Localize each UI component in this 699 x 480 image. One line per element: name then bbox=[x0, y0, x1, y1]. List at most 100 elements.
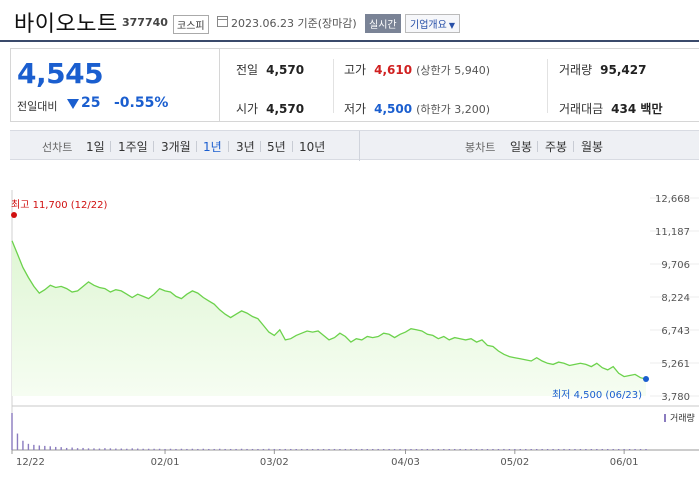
volume-bar bbox=[481, 449, 483, 450]
volume-bar bbox=[82, 447, 84, 450]
price-chart[interactable]: 12,668 11,187 9,706 8,224 6,743 5,261 3,780 최고… bbox=[0, 180, 699, 480]
volume-bar bbox=[268, 448, 270, 450]
period-1w[interactable]: 1주일 bbox=[118, 140, 148, 154]
volume-bar bbox=[44, 445, 46, 450]
period-3m[interactable]: 3개월 bbox=[161, 140, 191, 154]
stat-value: 434 백만 bbox=[611, 102, 663, 116]
volume-bar bbox=[33, 444, 35, 450]
volume-bar bbox=[393, 449, 396, 450]
low-marker bbox=[643, 375, 649, 382]
stat-label: 전일 bbox=[236, 63, 259, 77]
volume-bar bbox=[126, 448, 128, 450]
volume-bar bbox=[443, 449, 445, 450]
period-1y[interactable]: 1년 bbox=[203, 140, 222, 154]
volume-bar bbox=[557, 449, 560, 450]
volume-bar bbox=[191, 448, 194, 450]
volume-bar bbox=[273, 448, 276, 450]
volume-bar bbox=[579, 449, 582, 450]
volume-bar bbox=[279, 449, 281, 450]
volume-bar bbox=[93, 448, 95, 450]
stat-sub: (하한가 3,200) bbox=[416, 103, 490, 116]
period-3y[interactable]: 3년 bbox=[236, 140, 255, 154]
stat-value: 95,427 bbox=[600, 63, 647, 77]
volume-bar bbox=[541, 449, 543, 450]
divider bbox=[333, 59, 334, 113]
volume-bar bbox=[372, 449, 374, 450]
y-tick-label: 9,706 bbox=[661, 260, 690, 271]
period-selector: 선차트 1일 1주일 3개월 1년 3년 5년 10년 봉차트 일봉 주봉 월봉 bbox=[10, 130, 699, 161]
x-tick-label: 02/01 bbox=[151, 457, 180, 468]
volume-bar bbox=[639, 449, 642, 450]
company-overview-button[interactable]: 기업개요 ▼ bbox=[405, 14, 460, 33]
volume-bar bbox=[180, 448, 183, 450]
period-10y[interactable]: 10년 bbox=[299, 140, 326, 154]
calendar-icon bbox=[217, 16, 228, 27]
volume-bar bbox=[470, 449, 472, 450]
volume-bar bbox=[497, 449, 500, 450]
volume-bar bbox=[22, 440, 24, 450]
volume-bar bbox=[590, 449, 593, 450]
volume-bar bbox=[300, 448, 303, 450]
separator bbox=[573, 141, 574, 152]
volume-bar bbox=[142, 448, 144, 450]
period-1d[interactable]: 1일 bbox=[86, 140, 105, 154]
volume-bar bbox=[240, 448, 243, 450]
y-axis: 12,668 11,187 9,706 8,224 6,743 5,261 3,780 bbox=[650, 194, 699, 403]
stat-value: 4,610 bbox=[374, 63, 413, 77]
y-tick-label: 3,780 bbox=[661, 392, 690, 403]
volume-bar bbox=[65, 447, 68, 450]
candle-monthly[interactable]: 월봉 bbox=[581, 140, 604, 154]
volume-bar bbox=[251, 448, 254, 450]
volume-bar bbox=[311, 449, 314, 450]
volume-bar bbox=[607, 449, 609, 450]
y-tick-label: 12,668 bbox=[655, 194, 690, 205]
volume-bar bbox=[628, 449, 631, 450]
volume-bar bbox=[322, 449, 325, 450]
stat-value: 4,570 bbox=[266, 63, 305, 77]
volume-bar bbox=[344, 448, 347, 450]
price-line bbox=[11, 240, 647, 380]
volume-bar bbox=[339, 449, 341, 450]
x-tick-label: 04/03 bbox=[391, 457, 420, 468]
stat-label: 고가 bbox=[344, 63, 367, 77]
stat-label: 저가 bbox=[344, 102, 367, 116]
price-area bbox=[12, 240, 646, 396]
change-amount: 25 bbox=[81, 95, 101, 111]
volume-bar bbox=[355, 449, 358, 450]
candle-daily[interactable]: 일봉 bbox=[510, 140, 533, 154]
volume-bar bbox=[76, 448, 79, 450]
divider bbox=[547, 59, 548, 113]
candle-weekly[interactable]: 주봉 bbox=[545, 140, 568, 154]
stat-volume: 거래량 95,427 bbox=[559, 61, 646, 78]
chart-markers bbox=[11, 212, 649, 382]
high-label: 최고 11,700 (12/22) bbox=[11, 199, 107, 211]
volume-bar bbox=[186, 448, 188, 450]
period-5y[interactable]: 5년 bbox=[267, 140, 286, 154]
y-tick-label: 6,743 bbox=[661, 326, 690, 337]
volume-bar bbox=[645, 449, 647, 450]
volume-bar bbox=[71, 447, 73, 450]
volume-bar bbox=[535, 449, 538, 450]
change-label: 전일대비 bbox=[17, 100, 58, 113]
volume-bar bbox=[361, 448, 363, 450]
low-label: 최저 4,500 (06/23) bbox=[552, 389, 642, 401]
separator bbox=[537, 141, 538, 152]
volume-bar bbox=[137, 448, 139, 450]
stat-high: 고가 4,610 (상한가 5,940) bbox=[344, 61, 490, 78]
volume-bar bbox=[377, 448, 379, 450]
volume-bar bbox=[120, 448, 123, 450]
volume-bar bbox=[202, 448, 204, 450]
line-chart-label: 선차트 bbox=[42, 141, 73, 154]
x-tick-label: 05/02 bbox=[500, 457, 529, 468]
volume-bar bbox=[519, 449, 521, 450]
volume-bar bbox=[410, 449, 412, 450]
volume-bar bbox=[366, 449, 368, 450]
realtime-button[interactable]: 실시간 bbox=[365, 14, 401, 33]
volume-bar bbox=[585, 449, 587, 450]
separator bbox=[260, 141, 261, 152]
volume-bar bbox=[350, 449, 352, 450]
volume-bar bbox=[55, 446, 57, 450]
x-axis: 12/22 02/01 03/02 04/03 05/02 06/01 bbox=[11, 450, 639, 468]
volume-bar bbox=[574, 449, 576, 450]
volume-bar bbox=[229, 448, 232, 450]
